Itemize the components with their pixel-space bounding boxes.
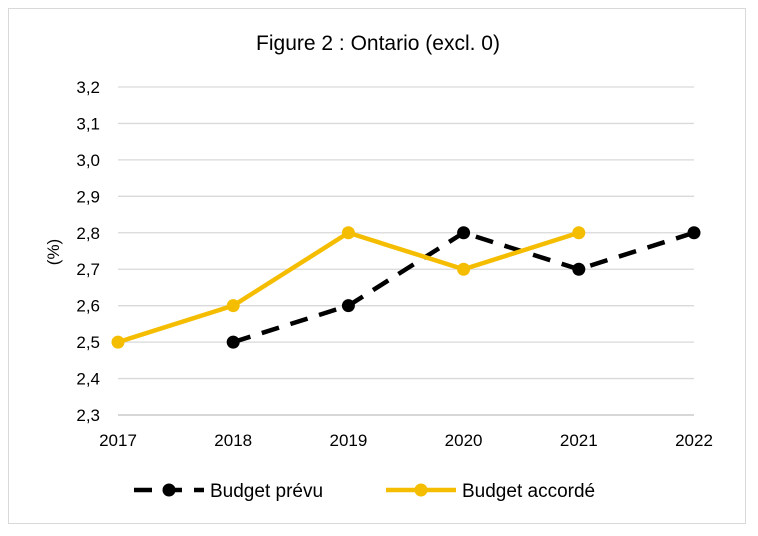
series-line — [232, 230, 695, 345]
y-tick-labels: 2,3 2,4 2,5 2,6 2,7 2,8 2,9 3,0 3,1 3,2 — [76, 78, 100, 425]
y-tick-label: 2,5 — [76, 333, 100, 352]
data-point — [226, 335, 240, 349]
y-tick-label: 2,6 — [76, 297, 100, 316]
x-tick-label: 2017 — [99, 431, 137, 450]
x-tick-label: 2019 — [329, 431, 367, 450]
chart-frame — [8, 8, 746, 524]
data-point — [226, 299, 240, 313]
legend-label: Budget accordé — [462, 481, 595, 502]
data-point — [457, 262, 471, 276]
legend: Budget prévu Budget accordé — [134, 481, 595, 502]
data-point — [341, 299, 355, 313]
data-point — [457, 226, 471, 240]
data-point — [687, 226, 701, 240]
x-tick-label: 2018 — [214, 431, 252, 450]
y-tick-label: 2,7 — [76, 260, 100, 279]
x-tick-label: 2022 — [675, 431, 713, 450]
data-point — [572, 226, 586, 240]
legend-marker — [414, 483, 428, 497]
series-group — [111, 226, 701, 349]
data-point — [111, 335, 125, 349]
y-tick-label: 2,3 — [76, 406, 100, 425]
x-tick-labels: 2017 2018 2019 2020 2021 2022 — [99, 431, 713, 450]
y-tick-label: 2,9 — [76, 187, 100, 206]
legend-marker — [162, 483, 176, 497]
y-tick-label: 3,2 — [76, 78, 100, 97]
y-tick-label: 2,8 — [76, 224, 100, 243]
data-point — [341, 226, 355, 240]
gridlines — [118, 86, 694, 416]
legend-label: Budget prévu — [210, 481, 323, 502]
x-tick-label: 2020 — [445, 431, 483, 450]
y-tick-label: 3,0 — [76, 151, 100, 170]
y-tick-label: 3,1 — [76, 114, 100, 133]
y-tick-label: 2,4 — [76, 370, 100, 389]
data-point — [572, 262, 586, 276]
x-tick-label: 2021 — [560, 431, 598, 450]
y-axis-label: (%) — [44, 239, 63, 265]
chart-title: Figure 2 : Ontario (excl. 0) — [256, 32, 500, 55]
